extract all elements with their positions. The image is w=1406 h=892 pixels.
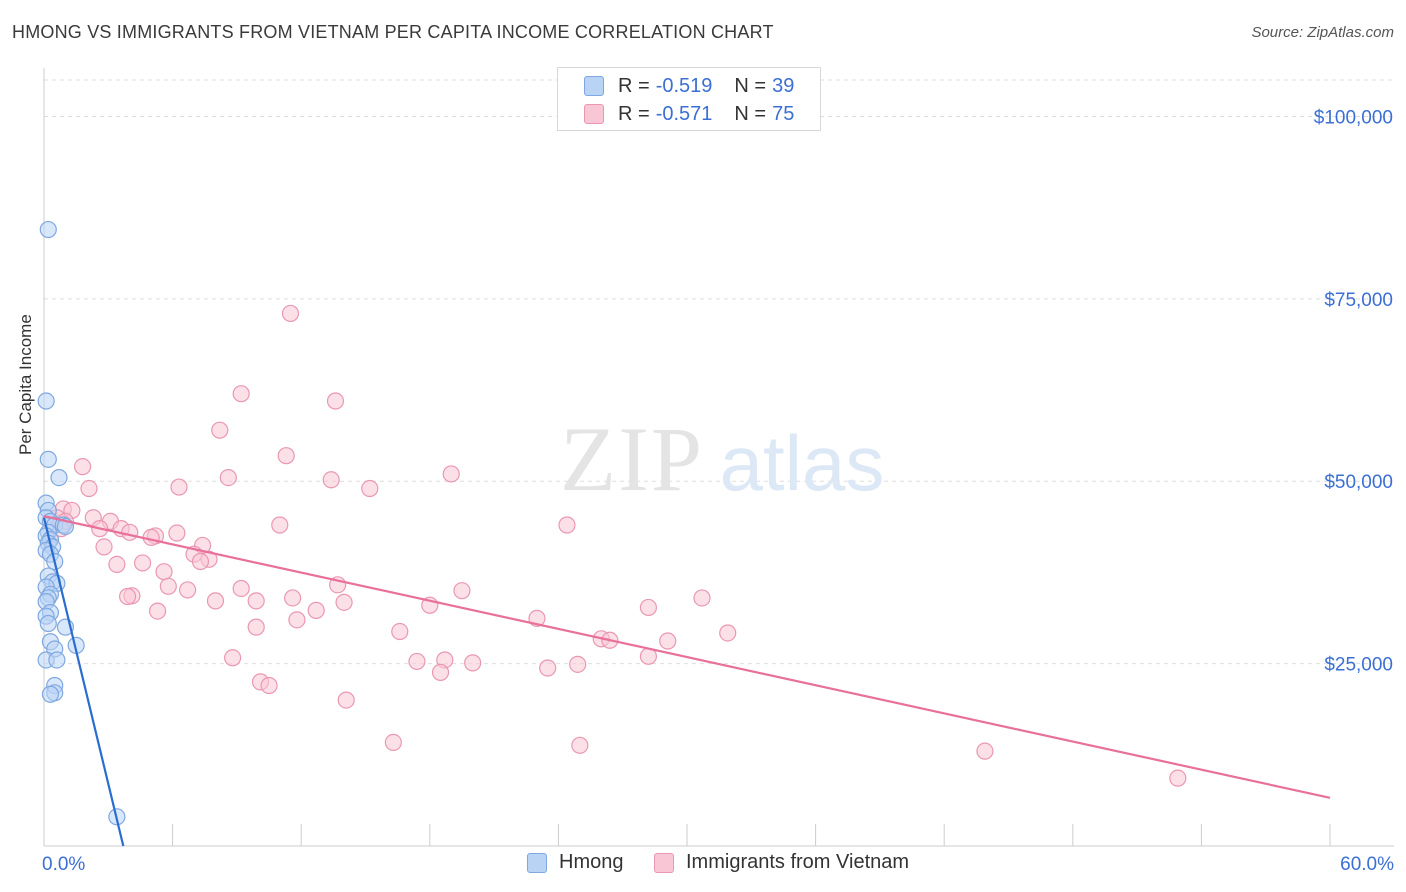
legend-n-label: N = xyxy=(734,102,767,125)
trend-lines xyxy=(42,515,1331,847)
hmong-swatch xyxy=(527,852,547,873)
vietnam-point xyxy=(384,733,402,752)
vietnam-point xyxy=(659,632,677,650)
vietnam-point xyxy=(322,471,340,489)
vietnam-point xyxy=(307,601,325,619)
vietnam-point xyxy=(442,465,460,483)
vietnam-point xyxy=(170,478,188,496)
vietnam-point xyxy=(719,624,737,642)
vietnam-point xyxy=(277,447,295,465)
hmong-point xyxy=(37,392,55,410)
legend-row-vietnam: R = -0.571 N = 75 xyxy=(584,102,794,126)
vietnam-point xyxy=(219,468,237,487)
vietnam-point xyxy=(1169,769,1187,787)
tick-labels: $25,000 $50,000 $75,000 $100,000 0.0% 60.0% xyxy=(42,107,1394,875)
hmong-point xyxy=(41,685,60,703)
grid-lines xyxy=(44,79,1394,665)
vietnam-point xyxy=(247,618,265,636)
hmong-point xyxy=(39,220,57,239)
hmong-point xyxy=(39,450,57,468)
vietnam-point xyxy=(281,304,300,323)
vietnam-point xyxy=(179,581,197,599)
y-tick-label: $75,000 xyxy=(1324,290,1393,311)
vietnam-point xyxy=(639,598,658,617)
vietnam-point xyxy=(453,582,471,600)
vietnam-point xyxy=(558,516,576,534)
legend-item-hmong[interactable]: Hmong xyxy=(527,851,623,874)
vietnam-point xyxy=(571,736,589,754)
legend-item-vietnam[interactable]: Immigrants from Vietnam xyxy=(654,851,909,874)
y-tick-label: $50,000 xyxy=(1324,472,1393,493)
vietnam-point xyxy=(133,554,152,572)
vietnam-point xyxy=(118,587,137,606)
vietnam-point xyxy=(108,555,126,574)
y-tick-label: $100,000 xyxy=(1314,107,1393,128)
hmong-swatch xyxy=(584,76,604,96)
legend-n-value: 39 xyxy=(772,74,795,97)
legend-label-vietnam: Immigrants from Vietnam xyxy=(686,851,910,873)
vietnam-point xyxy=(232,385,250,403)
vietnam-point xyxy=(326,392,345,410)
watermark-zip: ZIP xyxy=(560,408,704,510)
vietnam-point xyxy=(464,654,482,672)
vietnam-point xyxy=(431,663,450,681)
vietnam-point xyxy=(284,589,302,607)
vietnam-point xyxy=(191,552,210,571)
vietnam-trendline xyxy=(43,515,1331,799)
hmong-point xyxy=(48,651,66,669)
vietnam-swatch xyxy=(584,104,604,124)
legend-n-label: N = xyxy=(734,74,767,97)
vietnam-point xyxy=(271,516,289,534)
x-tick-label-max: 60.0% xyxy=(1340,854,1394,875)
hmong-point xyxy=(39,614,57,633)
vietnam-point xyxy=(260,676,278,695)
vietnam-point xyxy=(232,579,250,598)
vietnam-point xyxy=(159,577,177,595)
vietnam-point xyxy=(976,742,994,760)
vietnam-point xyxy=(539,659,557,677)
watermark: ZIP atlas xyxy=(560,408,884,510)
vietnam-point xyxy=(95,538,113,556)
legend-n-value: 75 xyxy=(772,102,795,125)
legend-row-hmong: R = -0.519 N = 39 xyxy=(584,74,794,98)
vietnam-swatch xyxy=(654,852,674,873)
vietnam-point xyxy=(288,611,306,629)
vietnam-point xyxy=(121,523,139,541)
legend-r-value: -0.519 xyxy=(655,74,713,97)
vietnam-point xyxy=(391,622,409,641)
vietnam-point xyxy=(693,589,711,607)
vietnam-point xyxy=(335,593,353,611)
vietnam-point xyxy=(408,652,426,671)
hmong-point xyxy=(50,468,68,487)
x-tick-label-min: 0.0% xyxy=(42,854,85,875)
y-tick-label: $25,000 xyxy=(1324,655,1393,676)
legend-r-label: R = xyxy=(618,102,650,125)
vietnam-point xyxy=(211,421,229,439)
vietnam-point xyxy=(569,655,587,673)
vietnam-point xyxy=(337,691,355,709)
chart-title: HMONG VS IMMIGRANTS FROM VIETNAM PER CAP… xyxy=(12,22,774,42)
y-axis-label: Per Capita Income xyxy=(16,314,35,455)
vietnam-point xyxy=(148,602,167,620)
vietnam-point xyxy=(247,592,265,610)
watermark-atlas: atlas xyxy=(720,419,885,507)
legend-label-hmong: Hmong xyxy=(559,851,624,873)
source-label: Source: ZipAtlas.com xyxy=(1251,24,1394,41)
legend-r-label: R = xyxy=(618,74,650,97)
vietnam-point xyxy=(168,524,186,542)
correlation-legend: R = -0.519 N = 39 R = -0.571 N = 75 xyxy=(557,67,821,131)
vietnam-point xyxy=(224,649,242,667)
data-points xyxy=(37,220,1187,826)
series-legend: Hmong Immigrants from Vietnam xyxy=(0,851,1406,877)
vietnam-point xyxy=(73,458,92,476)
axes xyxy=(43,68,1394,847)
vietnam-point xyxy=(361,479,379,498)
hmong-trendline xyxy=(42,517,125,847)
vietnam-point xyxy=(206,592,225,610)
vietnam-point xyxy=(80,479,98,498)
legend-r-value: -0.571 xyxy=(655,102,713,125)
vietnam-point xyxy=(155,563,173,581)
